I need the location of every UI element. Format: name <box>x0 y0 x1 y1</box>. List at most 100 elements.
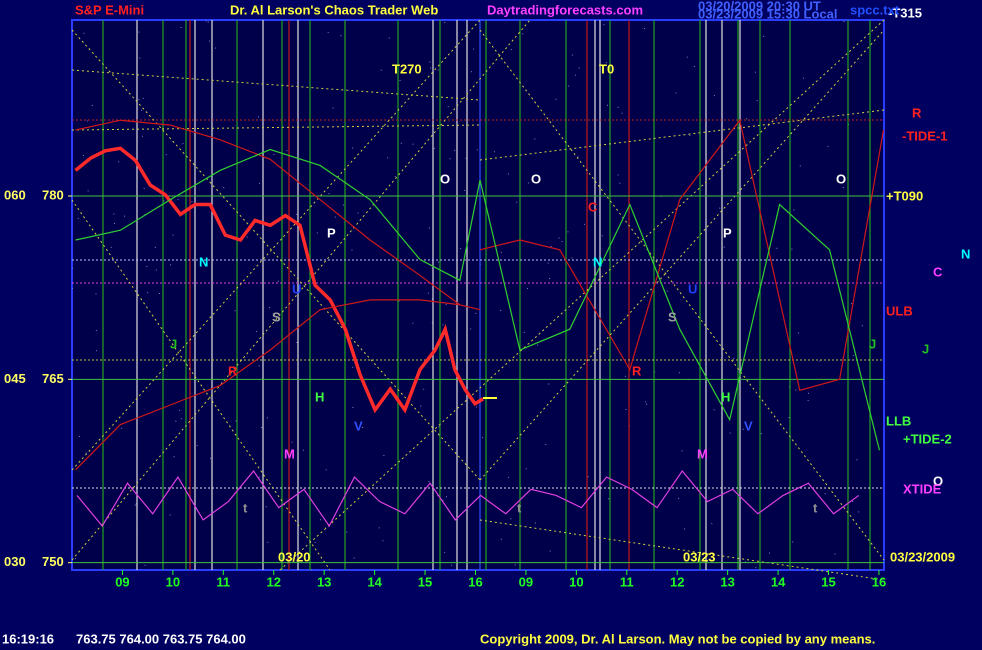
star <box>208 40 210 42</box>
star <box>380 69 382 71</box>
star <box>398 300 400 302</box>
star <box>258 476 260 478</box>
star <box>666 290 668 292</box>
star <box>713 409 715 411</box>
geometry-line <box>479 29 885 561</box>
copyright: Copyright 2009, Dr. Al Larson. May not b… <box>480 631 875 646</box>
star <box>296 341 298 343</box>
star <box>527 287 529 289</box>
x-tick-label: 16 <box>872 574 886 589</box>
star <box>173 456 175 458</box>
star <box>77 217 79 219</box>
star <box>277 280 279 282</box>
star <box>493 151 495 153</box>
star <box>755 567 757 569</box>
star <box>537 344 539 346</box>
star <box>476 149 478 151</box>
star <box>235 420 237 422</box>
site: Daytradingforecasts.com <box>487 2 643 17</box>
star <box>449 158 451 160</box>
star <box>534 138 536 140</box>
annotation: H <box>721 389 730 404</box>
star <box>428 481 430 483</box>
star <box>808 392 810 394</box>
star <box>444 551 446 553</box>
series-line <box>75 119 481 311</box>
star <box>827 145 829 147</box>
star <box>146 266 148 268</box>
star <box>433 147 435 149</box>
star <box>180 418 182 420</box>
star <box>394 176 396 178</box>
star <box>851 302 853 304</box>
star <box>525 468 527 470</box>
annotation: M <box>284 446 295 461</box>
star <box>352 366 354 368</box>
star <box>578 67 580 69</box>
star <box>95 350 97 352</box>
star <box>210 457 212 459</box>
symbol: S&P E-Mini <box>75 2 144 17</box>
x-tick-label: 11 <box>216 574 230 589</box>
annotation: R <box>912 105 922 120</box>
series-line <box>74 146 484 414</box>
annotation: -T315 <box>888 5 922 20</box>
annotation: S <box>272 309 281 324</box>
star <box>858 511 860 513</box>
star <box>296 213 298 215</box>
geometry-line <box>479 519 885 581</box>
star <box>72 267 74 269</box>
star <box>445 304 447 306</box>
star <box>95 293 97 295</box>
star <box>760 433 762 435</box>
star <box>619 182 621 184</box>
star <box>121 427 123 429</box>
star <box>259 182 261 184</box>
star <box>182 143 184 145</box>
star <box>624 375 626 377</box>
annotation: V <box>744 418 753 433</box>
star <box>437 261 439 263</box>
star <box>273 154 275 156</box>
star <box>334 216 336 218</box>
star <box>177 198 179 200</box>
star <box>118 161 120 163</box>
x-tick-label: 14 <box>771 574 786 589</box>
x-tick-label: 13 <box>720 574 734 589</box>
star <box>522 33 524 35</box>
star <box>451 564 453 566</box>
star <box>500 538 502 540</box>
star <box>460 248 462 250</box>
star <box>516 201 518 203</box>
x-tick-label: 09 <box>519 574 533 589</box>
star <box>352 147 354 149</box>
star <box>693 65 695 67</box>
star <box>464 189 466 191</box>
star <box>605 62 607 64</box>
star <box>555 98 557 100</box>
geometry-line <box>71 124 481 131</box>
star <box>155 269 157 271</box>
star <box>654 371 656 373</box>
star <box>523 331 525 333</box>
annotation: O <box>836 171 846 186</box>
annotation: ULB <box>886 303 913 318</box>
star <box>163 200 165 202</box>
star <box>437 69 439 71</box>
star <box>266 417 268 419</box>
star <box>110 246 112 248</box>
annotation: 03/20 <box>278 549 311 564</box>
star <box>420 405 422 407</box>
star <box>583 223 585 225</box>
star <box>792 541 794 543</box>
star <box>387 157 389 159</box>
star <box>713 95 715 97</box>
title: Dr. Al Larson's Chaos Trader Web <box>230 2 438 17</box>
star <box>399 79 401 81</box>
annotation: -TIDE-1 <box>902 128 948 143</box>
star <box>568 85 570 87</box>
star <box>158 293 160 295</box>
annotation: t <box>517 500 522 515</box>
annotation: U <box>688 281 697 296</box>
